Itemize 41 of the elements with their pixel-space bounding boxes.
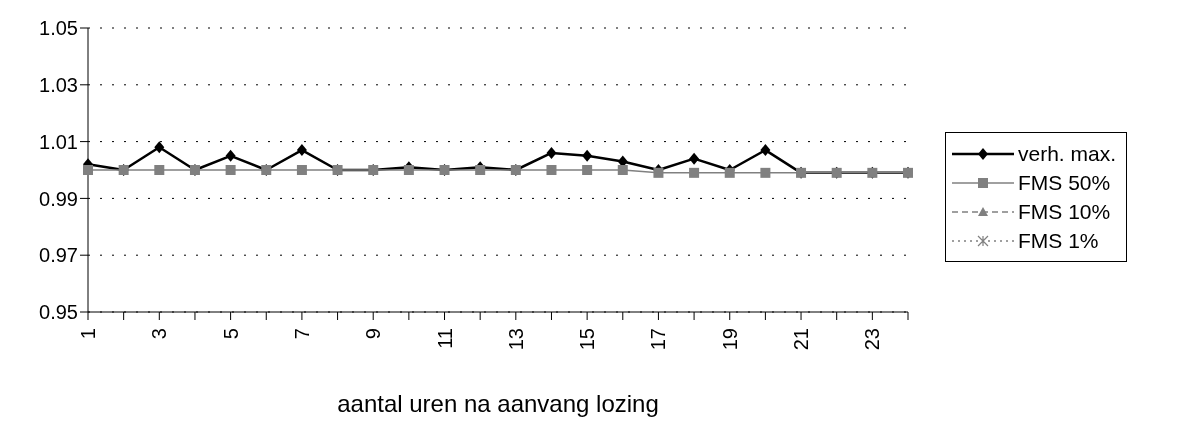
x-tick-label: 3: [148, 328, 171, 340]
legend-label: FMS 50%: [1018, 170, 1111, 195]
y-tick-label: 0.99: [39, 187, 78, 210]
point: [546, 146, 557, 159]
point: [582, 165, 593, 175]
x-tick-label: 5: [219, 328, 242, 340]
x-tick-label: 1: [77, 328, 99, 340]
x-tick-label: 11: [433, 328, 456, 349]
point: [760, 167, 771, 178]
legend-label: verh. max.: [1018, 141, 1117, 166]
point: [154, 165, 165, 175]
point: [83, 165, 93, 175]
y-tick-label: 0.97: [39, 244, 78, 267]
point: [689, 167, 700, 178]
x-axis-title: aantal uren na aanvang lozing: [337, 390, 659, 417]
y-tick-label: 1.01: [39, 130, 78, 153]
x-tick-label: 13: [504, 328, 527, 351]
y-tick-label: 1.03: [39, 73, 78, 96]
x-tick-label: 23: [861, 328, 884, 351]
point: [154, 141, 165, 154]
y-tick-label: 0.95: [39, 301, 78, 324]
x-tick-label: 9: [362, 328, 385, 340]
x-tick-label: 21: [790, 328, 813, 351]
y-tick-label: 1.05: [39, 17, 78, 40]
point: [582, 149, 593, 162]
point: [225, 165, 236, 175]
point: [296, 144, 307, 157]
point: [617, 165, 628, 175]
x-tick-label: 17: [647, 328, 670, 351]
point: [403, 165, 414, 175]
point: [225, 149, 236, 162]
x-tick-label: 15: [576, 328, 599, 351]
point: [475, 165, 486, 175]
point: [296, 165, 307, 175]
point: [546, 165, 557, 175]
legend-label: FMS 10%: [1018, 199, 1111, 224]
point: [760, 144, 771, 157]
x-tick-label: 19: [718, 328, 741, 351]
x-tick-label: 7: [290, 328, 313, 340]
legend-label: FMS 1%: [1018, 228, 1099, 253]
point: [689, 152, 700, 165]
